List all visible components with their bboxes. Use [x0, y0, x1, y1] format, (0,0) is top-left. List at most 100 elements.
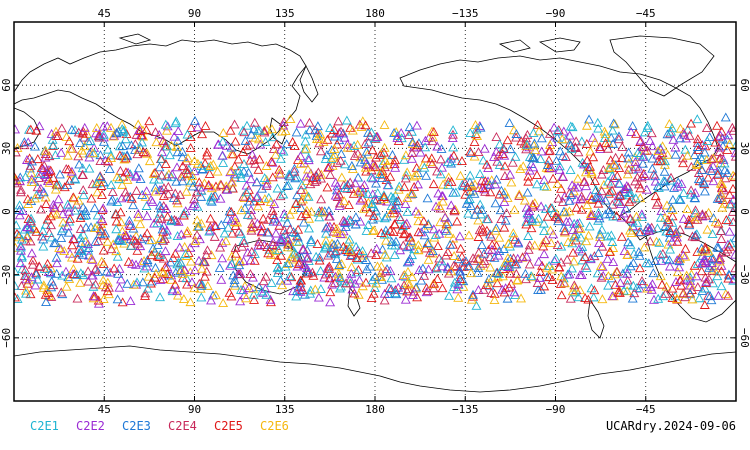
- observation-marker: [204, 226, 215, 236]
- observation-marker: [617, 153, 627, 163]
- observation-marker: [685, 189, 696, 199]
- observation-marker: [407, 237, 418, 247]
- observation-marker: [559, 226, 570, 236]
- observation-marker: [345, 177, 356, 187]
- observation-marker: [350, 212, 361, 222]
- observation-marker: [509, 287, 520, 297]
- observation-marker: [90, 264, 101, 274]
- observation-marker: [413, 216, 424, 226]
- observation-marker: [658, 291, 669, 301]
- observation-marker: [379, 119, 390, 129]
- observation-marker: [497, 148, 508, 158]
- observation-marker: [526, 271, 537, 281]
- observation-marker: [455, 266, 466, 276]
- observation-marker: [435, 154, 446, 164]
- observation-marker: [728, 183, 736, 193]
- observation-marker: [508, 228, 519, 238]
- observation-marker: [271, 241, 282, 251]
- observation-marker: [42, 176, 53, 186]
- observation-marker: [522, 129, 533, 139]
- observation-marker: [133, 212, 144, 222]
- observation-marker: [46, 232, 57, 242]
- observation-marker: [669, 182, 680, 192]
- lon-label-bottom: −135: [452, 403, 479, 416]
- observation-marker: [419, 270, 430, 280]
- observation-marker: [19, 137, 30, 147]
- observation-marker: [345, 245, 356, 255]
- observation-marker: [199, 271, 210, 281]
- observation-marker: [230, 248, 241, 258]
- observation-marker: [365, 261, 376, 271]
- observation-marker: [415, 147, 426, 157]
- observation-marker: [487, 239, 498, 249]
- observation-marker: [414, 265, 425, 274]
- observation-marker: [347, 284, 358, 294]
- observation-marker: [535, 154, 546, 163]
- observation-marker: [316, 194, 327, 204]
- observation-marker: [189, 283, 200, 293]
- observation-marker: [677, 153, 688, 163]
- observation-marker: [660, 176, 671, 186]
- observation-marker: [336, 258, 347, 268]
- observation-marker: [150, 186, 161, 196]
- observation-marker: [246, 210, 257, 220]
- observation-marker: [112, 172, 122, 182]
- observation-marker: [371, 178, 381, 188]
- observation-marker: [539, 175, 550, 185]
- observation-marker: [725, 238, 736, 248]
- observation-marker: [409, 286, 420, 296]
- observation-marker: [101, 266, 112, 276]
- observation-marker: [684, 218, 695, 228]
- observation-marker: [636, 209, 647, 219]
- observation-marker: [154, 129, 165, 139]
- observation-marker: [396, 127, 407, 137]
- observation-marker: [98, 294, 109, 304]
- observation-marker: [210, 290, 221, 300]
- observation-marker: [55, 202, 66, 212]
- observation-marker: [149, 272, 160, 282]
- observation-marker: [218, 298, 229, 308]
- observation-marker: [547, 203, 557, 213]
- observation-marker: [117, 297, 128, 307]
- observation-marker: [344, 234, 355, 244]
- observation-marker: [465, 146, 476, 156]
- observation-marker: [135, 219, 146, 229]
- observation-marker: [190, 235, 201, 245]
- observation-marker: [496, 214, 507, 224]
- observation-marker: [372, 131, 383, 141]
- observation-marker: [300, 136, 311, 146]
- observation-marker: [443, 172, 454, 182]
- observation-marker: [641, 184, 652, 194]
- observation-marker: [446, 266, 457, 276]
- observation-marker: [63, 227, 74, 237]
- observation-marker: [388, 227, 399, 237]
- observation-marker: [400, 199, 411, 208]
- observation-marker: [424, 247, 435, 257]
- observation-marker: [533, 256, 544, 266]
- observation-marker: [158, 267, 169, 277]
- observation-marker: [137, 277, 148, 287]
- observation-marker: [556, 290, 567, 300]
- observation-marker: [72, 293, 83, 303]
- observation-marker: [499, 222, 510, 232]
- observation-marker: [82, 239, 93, 249]
- legend-item: C2E6: [260, 419, 289, 433]
- observation-marker: [25, 224, 35, 234]
- lon-labels-top: 45 90 135 180 −135 −90 −45: [98, 7, 656, 20]
- observation-marker: [75, 212, 86, 222]
- observation-marker: [187, 181, 198, 191]
- observation-marker: [680, 144, 691, 154]
- observation-marker: [712, 120, 722, 130]
- observation-marker: [241, 293, 252, 303]
- observation-marker: [146, 235, 157, 244]
- observation-marker: [98, 136, 109, 146]
- observation-marker: [423, 220, 434, 230]
- lat-label-right: 30: [738, 142, 750, 155]
- observation-marker: [122, 278, 133, 288]
- observation-marker: [520, 268, 531, 278]
- observation-marker: [638, 142, 649, 152]
- observation-marker: [388, 193, 399, 202]
- observation-marker: [325, 287, 336, 297]
- observation-marker: [445, 239, 456, 249]
- observation-marker: [62, 150, 73, 160]
